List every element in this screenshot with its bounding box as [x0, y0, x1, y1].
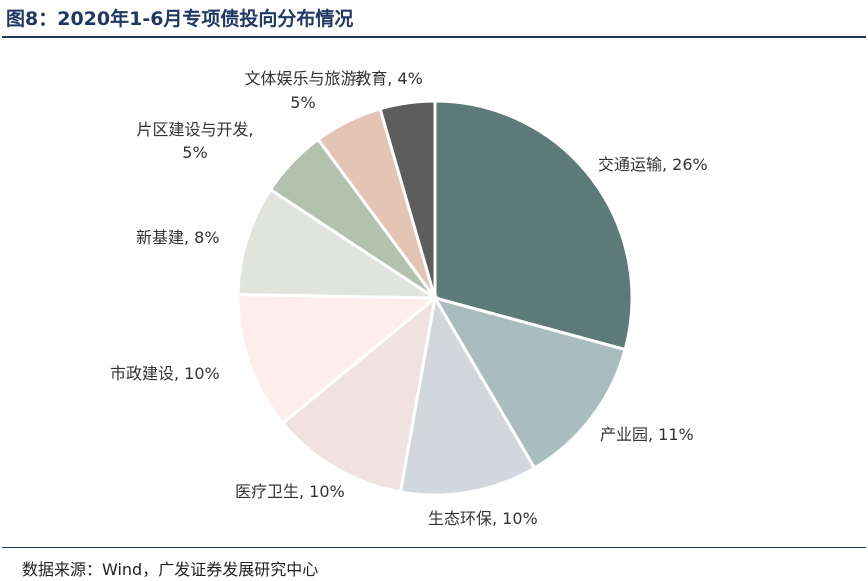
- slice-label-line2: 5%: [290, 93, 315, 112]
- pie-chart: 交通运输, 26% 产业园, 11% 生态环保, 10% 医疗卫生, 10% 市政建设,…: [110, 69, 708, 528]
- slice-label: 交通运输, 26%: [598, 155, 708, 174]
- slice-label: 产业园, 11%: [600, 425, 694, 444]
- page-title: 图8：2020年1-6月专项债投向分布情况: [6, 8, 354, 30]
- pie-slice: [378, 99, 437, 299]
- pie-slice: [236, 292, 440, 426]
- pie-slice: [236, 187, 441, 300]
- pie-slice: [433, 99, 634, 352]
- pie-slice: [280, 294, 438, 494]
- pie-slice: [431, 295, 627, 471]
- slice-label: 片区建设与开发,: [136, 120, 253, 139]
- slice-label: 生态环保, 10%: [428, 509, 538, 528]
- source-note: 数据来源：Wind，广发证券发展研究中心: [22, 560, 319, 579]
- slice-label: 教育, 4%: [355, 69, 423, 88]
- pie-slice: [398, 293, 537, 497]
- slice-label: 市政建设, 10%: [110, 364, 220, 383]
- slice-label: 文体娱乐与旅游,: [244, 69, 361, 88]
- source-divider: [2, 547, 866, 548]
- slice-label: 新基建, 8%: [136, 228, 220, 247]
- slice-label-line2: 5%: [182, 143, 207, 162]
- title-divider: [2, 36, 866, 38]
- slice-label: 医疗卫生, 10%: [235, 482, 345, 501]
